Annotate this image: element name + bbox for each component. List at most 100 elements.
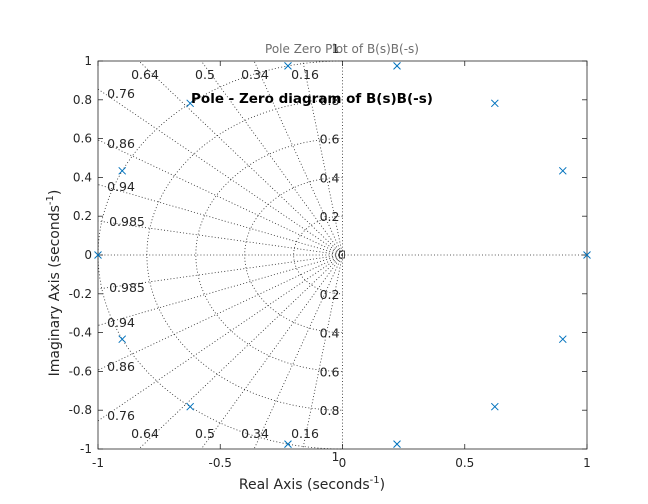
damping-ray-lower <box>253 254 343 450</box>
damping-label-lower: 0.34 <box>241 426 269 441</box>
pole-marker-stroke <box>118 335 127 344</box>
axis-ticks: -1 -0.5 0 0.5 1 -1 -0.8 -0.6 -0.4 -0.2 0 0.2 0.4 0.6 0… <box>69 54 591 470</box>
damping-label-lower: 0.76 <box>107 408 135 423</box>
y-axis-label-text: Imaginary Axis (seconds <box>47 205 63 376</box>
damping-ray-upper <box>138 60 343 256</box>
y-tick-label: 0.8 <box>73 93 92 107</box>
pole-marker <box>583 251 591 259</box>
x-tick-label: -0.5 <box>209 456 232 470</box>
damping-label-upper: 0.16 <box>291 67 319 82</box>
pole-marker-stroke <box>186 99 195 108</box>
y-tick-label: 0 <box>84 248 92 262</box>
damping-label-upper: 0.64 <box>131 67 159 82</box>
pole-marker <box>186 99 195 108</box>
damping-label-upper: 0.76 <box>107 86 135 101</box>
frequency-arc <box>146 99 343 411</box>
pole-marker <box>393 440 401 449</box>
pole-marker <box>186 402 195 411</box>
frequency-arc <box>97 60 343 450</box>
frequency-label-lower: 1 <box>332 449 340 464</box>
y-axis-label-exponent: -1 <box>45 195 56 205</box>
y-tick-label: -1 <box>80 442 92 456</box>
damping-label-upper: 0.5 <box>195 67 215 82</box>
damping-label-lower: 0.94 <box>107 315 135 330</box>
damping-label-lower: 0.86 <box>107 359 135 374</box>
y-tick-label: -0.8 <box>69 403 92 417</box>
damping-label-upper: 0.94 <box>107 179 135 194</box>
frequency-label-upper: 0.6 <box>320 132 340 147</box>
pole-marker-stroke <box>186 402 195 411</box>
damping-label-upper: 0.985 <box>109 214 145 229</box>
damping-ray-upper <box>97 88 343 256</box>
damping-label-lower: 0.16 <box>291 426 319 441</box>
damping-label-lower: 0.64 <box>131 426 159 441</box>
damping-ray-lower <box>97 254 343 326</box>
pole-marker-stroke <box>490 402 499 411</box>
damping-label-upper: 0.34 <box>241 67 269 82</box>
damping-grid <box>97 60 587 450</box>
pole-marker <box>118 335 127 344</box>
pole-marker <box>558 335 567 344</box>
pole-marker <box>558 166 567 175</box>
pole-marker <box>118 166 127 175</box>
x-tick-label: 1 <box>583 456 591 470</box>
damping-ray-lower <box>97 254 343 371</box>
damping-label-upper: 0.86 <box>107 136 135 151</box>
pole-marker <box>284 440 292 449</box>
x-tick-label: -1 <box>92 456 104 470</box>
pole-marker-stroke <box>284 61 292 70</box>
damping-ray-upper <box>97 220 343 256</box>
frequency-label-upper: 1 <box>332 41 340 56</box>
pole-marker-stroke <box>393 61 401 70</box>
pole-marker <box>490 402 499 411</box>
pole-markers <box>94 61 591 449</box>
damping-ray-upper <box>97 139 343 256</box>
pole-marker-stroke <box>393 440 401 449</box>
pole-marker <box>490 99 499 108</box>
pole-marker-stroke <box>558 335 567 344</box>
damping-ray-upper <box>97 184 343 256</box>
y-tick-label: 1 <box>84 54 92 68</box>
pole-marker-stroke <box>558 166 567 175</box>
pole-marker-stroke <box>94 251 102 259</box>
frequency-label-lower: 0.4 <box>320 326 340 341</box>
x-axis-label-text: Real Axis (seconds <box>239 477 370 493</box>
frequency-label-lower: 0.2 <box>320 287 340 302</box>
damping-ray-upper <box>253 60 343 256</box>
grid-labels: 0.16 0.16 0.34 0.34 0.5 0.5 0.64 0.64 0.76 0.76 0.… <box>107 41 339 464</box>
y-tick-label: 0.2 <box>73 209 92 223</box>
y-tick-label: 0.4 <box>73 170 92 184</box>
pole-marker-stroke <box>284 440 292 449</box>
chart-annotation: Pole - Zero diagram of B(s)B(-s) <box>191 91 433 107</box>
pole-marker-stroke <box>583 251 591 259</box>
frequency-arc <box>244 177 343 333</box>
pole-marker <box>94 251 102 259</box>
pole-marker <box>284 61 292 70</box>
damping-label-lower: 0.5 <box>195 426 215 441</box>
frequency-label-lower: 0.8 <box>320 403 340 418</box>
y-tick-label: 0.6 <box>73 132 92 146</box>
y-tick-label: -0.6 <box>69 364 92 378</box>
y-axis-label: Imaginary Axis (seconds-1) <box>45 190 63 377</box>
frequency-label-upper: 0.4 <box>320 170 340 185</box>
x-tick-label: 0.5 <box>455 456 474 470</box>
x-axis-label-exponent: -1 <box>370 475 380 486</box>
chart-title: Pole Zero Plot of B(s)B(-s) <box>265 42 419 56</box>
damping-ray-lower <box>97 254 343 290</box>
frequency-label-lower: 0.6 <box>320 364 340 379</box>
pole-marker-stroke <box>118 166 127 175</box>
frequency-label-upper: 0.2 <box>320 209 340 224</box>
frequency-label-upper: 0.8 <box>320 93 340 108</box>
damping-label-lower: 0.985 <box>109 280 145 295</box>
y-tick-label: -0.4 <box>69 326 92 340</box>
origin-marker <box>339 250 345 259</box>
x-tick-label: 0 <box>339 456 347 470</box>
x-axis-label: Real Axis (seconds-1) <box>239 475 385 493</box>
pole-marker <box>393 61 401 70</box>
pole-marker-stroke <box>490 99 499 108</box>
damping-ray-lower <box>138 254 343 450</box>
damping-ray-lower <box>97 254 343 422</box>
y-tick-label: -0.2 <box>69 287 92 301</box>
x-axis-label-close: ) <box>380 477 385 493</box>
